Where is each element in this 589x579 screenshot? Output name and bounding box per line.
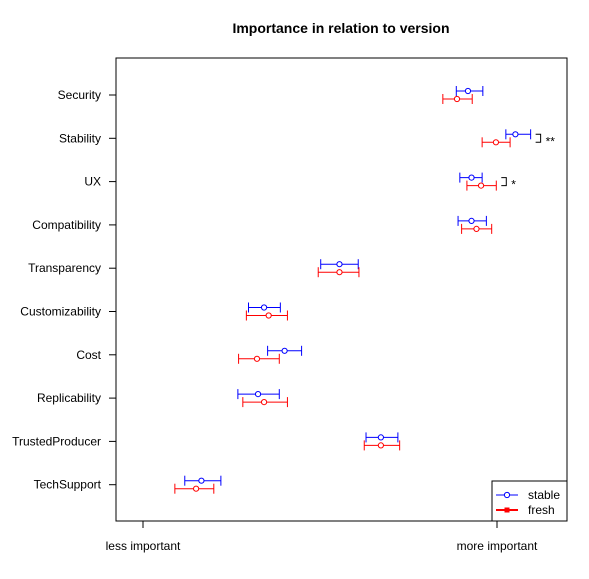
mean-point-stable: [512, 131, 519, 138]
y-tick-label-ux: UX: [84, 175, 101, 189]
chart-marks: [174, 86, 532, 494]
error-bar-stable-ux: [459, 172, 483, 183]
mean-point-stable: [198, 477, 205, 484]
y-tick-label-stability: Stability: [59, 131, 101, 145]
error-bar-stable-customizability: [247, 302, 281, 313]
error-bar-fresh-stability: [481, 137, 511, 148]
significance-label: **: [546, 134, 556, 148]
error-bar-fresh-security: [442, 94, 473, 104]
mean-point-stable: [468, 174, 475, 181]
error-bar-fresh-customizability: [245, 310, 288, 321]
mean-point-fresh: [473, 225, 480, 232]
mean-point-fresh: [453, 95, 461, 103]
x-tick-label: less important: [106, 539, 181, 553]
mean-point-stable: [468, 217, 475, 224]
plot-area: [115, 57, 568, 522]
error-bar-fresh-ux: [466, 180, 497, 191]
y-tick-label-compatibility: Compatibility: [32, 218, 101, 232]
y-tick-label-transparency: Transparency: [28, 261, 101, 275]
x-tick-label: more important: [457, 539, 538, 553]
y-tick-label-techsupport: TechSupport: [34, 478, 102, 492]
mean-point-fresh: [253, 355, 261, 362]
chart-title: Importance in relation to version: [232, 20, 449, 36]
significance-bracket: [501, 177, 507, 187]
mean-point-fresh: [336, 269, 343, 276]
legend-box: [491, 480, 568, 522]
legend-item-fresh: fresh: [496, 503, 555, 517]
significance-label: *: [511, 178, 516, 192]
error-bar-stable-transparency: [320, 259, 359, 270]
mean-point-fresh: [377, 442, 384, 449]
x-axis: less important more important: [106, 521, 538, 553]
error-bar-stable-trustedproducer: [365, 432, 399, 443]
error-bar-fresh-cost: [238, 353, 280, 364]
error-bar-fresh-trustedproducer: [363, 440, 401, 451]
y-tick-label-cost: Cost: [76, 348, 101, 362]
legend-label-stable: stable: [528, 488, 560, 502]
significance-ux: *: [501, 177, 516, 192]
mean-point-fresh: [265, 312, 272, 319]
mean-point-stable: [464, 87, 472, 95]
y-tick-label-customizability: Customizability: [20, 305, 101, 319]
y-axis: Security Stability UX Compatibility Transpar…: [12, 88, 116, 492]
error-bar-stable-cost: [267, 345, 303, 356]
error-bar-fresh-transparency: [317, 267, 360, 278]
legend-label-fresh: fresh: [528, 503, 555, 517]
legend-swatch-marker: [503, 491, 511, 499]
significance-stability: **: [535, 133, 556, 148]
error-bar-stable-techsupport: [184, 475, 222, 486]
mean-point-stable: [281, 347, 288, 354]
significance-annotations: ***: [501, 133, 556, 192]
y-tick-label-trustedproducer: TrustedProducer: [12, 434, 101, 448]
mean-point-fresh: [260, 399, 268, 406]
mean-point-fresh: [193, 485, 200, 492]
error-bar-fresh-techsupport: [174, 483, 215, 494]
y-tick-label-replicability: Replicability: [37, 391, 101, 405]
error-bar-stable-security: [455, 86, 484, 96]
legend-item-stable: stable: [496, 488, 560, 502]
error-bar-fresh-replicability: [242, 397, 288, 408]
y-tick-label-security: Security: [58, 88, 101, 102]
legend-swatch-marker: [504, 507, 510, 513]
error-bar-fresh-compatibility: [461, 223, 493, 234]
error-bar-stable-stability: [505, 129, 532, 140]
error-bar-stable-replicability: [237, 389, 280, 400]
mean-point-fresh: [477, 182, 485, 189]
mean-point-stable: [377, 434, 384, 441]
mean-point-stable: [260, 304, 268, 311]
mean-point-fresh: [492, 139, 500, 146]
mean-point-stable: [336, 261, 343, 268]
mean-point-stable: [254, 391, 262, 398]
significance-bracket: [535, 133, 542, 143]
error-bar-stable-compatibility: [457, 215, 487, 226]
